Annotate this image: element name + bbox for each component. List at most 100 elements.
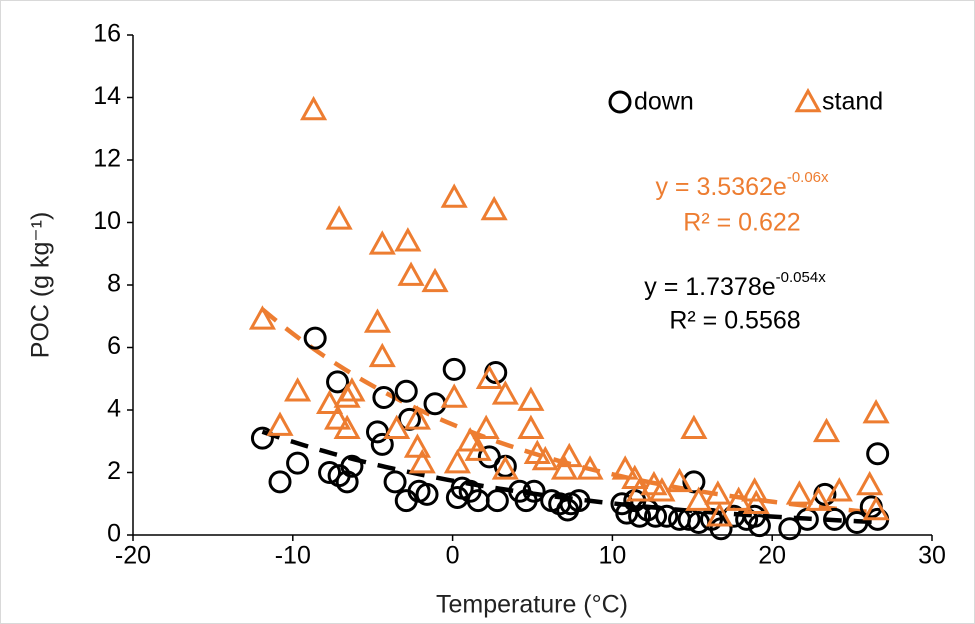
trendline bbox=[260, 307, 877, 515]
circle-marker bbox=[644, 504, 668, 528]
circle-marker bbox=[485, 489, 509, 513]
triangle-marker bbox=[443, 449, 471, 474]
y-tick-label: 6 bbox=[107, 332, 121, 360]
y-tick-label: 2 bbox=[107, 457, 121, 485]
triangle-marker bbox=[325, 205, 353, 230]
r-squared: R² = 0.5568 bbox=[669, 307, 800, 335]
circle-marker bbox=[415, 482, 439, 506]
circle-marker bbox=[303, 326, 327, 350]
triangle-marker bbox=[333, 414, 361, 440]
y-axis-title: POC (g kg⁻¹) bbox=[27, 212, 55, 359]
triangle-marker bbox=[248, 305, 276, 330]
triangle-marker bbox=[856, 470, 884, 496]
triangle-marker bbox=[300, 95, 328, 121]
triangle-marker bbox=[421, 267, 449, 293]
y-tick-label: 12 bbox=[93, 145, 121, 173]
y-tick-label: 14 bbox=[93, 82, 121, 110]
x-tick-label: 30 bbox=[918, 542, 946, 570]
triangle-marker bbox=[368, 230, 396, 255]
triangle-marker bbox=[338, 377, 366, 402]
circle-marker bbox=[682, 470, 706, 494]
triangle-marker bbox=[531, 445, 559, 471]
x-axis-title: Temperature (°C) bbox=[436, 591, 628, 619]
circle-marker bbox=[778, 517, 802, 541]
triangle-marker bbox=[741, 477, 769, 502]
legend-label: stand bbox=[822, 88, 883, 116]
circle-marker bbox=[522, 479, 546, 503]
circle-marker bbox=[655, 504, 679, 528]
triangle-marker bbox=[555, 442, 583, 468]
triangle-marker bbox=[363, 308, 392, 333]
r-squared: R² = 0.622 bbox=[683, 209, 800, 237]
legend-marker bbox=[794, 87, 822, 113]
equation-base: y = 3.5362e bbox=[655, 173, 786, 201]
triangle-marker bbox=[440, 183, 468, 208]
triangle-marker bbox=[804, 486, 833, 511]
triangle-marker bbox=[685, 486, 713, 511]
triangle-marker bbox=[266, 411, 294, 436]
triangle-marker bbox=[576, 455, 604, 480]
triangle-marker bbox=[517, 414, 545, 440]
circle-marker bbox=[370, 432, 394, 456]
circle-marker bbox=[866, 442, 890, 466]
trendline-equation: y = 3.5362e-0.06x bbox=[655, 169, 829, 201]
triangle-marker bbox=[440, 383, 468, 408]
triangle-marker bbox=[368, 342, 396, 368]
triangle-marker bbox=[323, 405, 352, 430]
triangle-marker bbox=[812, 417, 841, 443]
equation-exponent: -0.054x bbox=[776, 269, 827, 286]
y-tick-label: 8 bbox=[107, 270, 121, 298]
circle-marker bbox=[442, 357, 466, 381]
triangle-marker bbox=[284, 377, 312, 402]
triangle-marker bbox=[408, 449, 436, 474]
x-tick-label: -10 bbox=[275, 542, 311, 570]
triangle-marker bbox=[403, 405, 431, 430]
triangle-marker bbox=[785, 480, 813, 505]
x-tick-label: 20 bbox=[758, 542, 786, 570]
triangle-marker bbox=[403, 433, 431, 458]
triangle-marker bbox=[825, 477, 853, 502]
equation-exponent: -0.06x bbox=[787, 169, 829, 186]
circle-marker bbox=[250, 426, 274, 450]
circle-marker bbox=[383, 470, 407, 494]
triangle-marker bbox=[464, 436, 492, 461]
triangle-marker bbox=[665, 467, 694, 493]
triangle-marker bbox=[550, 455, 579, 480]
triangle-marker bbox=[517, 386, 545, 411]
legend-marker bbox=[608, 90, 632, 114]
circle-marker bbox=[567, 489, 591, 513]
y-tick-label: 0 bbox=[107, 520, 121, 548]
circle-marker bbox=[709, 517, 733, 541]
circle-marker bbox=[326, 370, 350, 394]
circle-marker bbox=[823, 507, 847, 531]
triangle-marker bbox=[316, 389, 344, 415]
circle-marker bbox=[340, 454, 364, 478]
x-tick-label: 10 bbox=[598, 542, 626, 570]
circle-marker bbox=[394, 379, 418, 403]
triangle-marker bbox=[472, 414, 500, 440]
trendline-equation: y = 1.7378e-0.054x bbox=[644, 269, 826, 301]
triangle-marker bbox=[862, 399, 890, 424]
triangle-marker bbox=[862, 495, 890, 521]
triangle-marker bbox=[491, 380, 519, 405]
circle-marker bbox=[747, 514, 771, 538]
triangle-marker bbox=[611, 455, 639, 480]
triangle-marker bbox=[475, 364, 503, 390]
triangle-marker bbox=[480, 195, 508, 221]
x-tick-label: 0 bbox=[446, 542, 460, 570]
equation-base: y = 1.7378e bbox=[644, 273, 775, 301]
triangle-marker bbox=[742, 489, 770, 515]
legend-label: down bbox=[634, 88, 694, 116]
triangle-marker bbox=[394, 227, 422, 252]
triangle-marker bbox=[456, 427, 484, 452]
circle-marker bbox=[372, 386, 396, 409]
triangle-marker bbox=[680, 414, 708, 440]
circle-marker bbox=[268, 470, 292, 494]
circle-marker bbox=[318, 461, 342, 484]
triangle-marker bbox=[705, 502, 734, 527]
triangle-marker bbox=[397, 261, 425, 286]
circle-marker bbox=[335, 470, 359, 494]
triangle-marker bbox=[383, 414, 411, 440]
y-tick-label: 4 bbox=[107, 395, 121, 423]
